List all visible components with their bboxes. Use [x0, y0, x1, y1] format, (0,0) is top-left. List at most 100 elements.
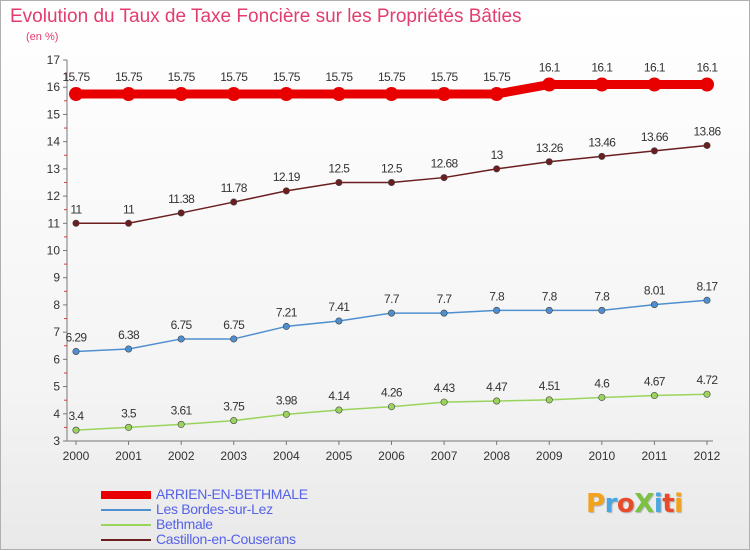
y-tick-label: 6 [53, 352, 60, 366]
data-label: 15.75 [378, 70, 406, 84]
data-label: 13.26 [536, 141, 564, 155]
logo-letter: P [586, 489, 605, 519]
data-label: 11 [70, 202, 82, 216]
data-point [125, 219, 133, 227]
y-axis-unit: (en %) [26, 31, 59, 43]
data-label: 3.5 [121, 406, 137, 420]
data-label: 6.75 [171, 318, 193, 332]
logo-letter: i [653, 489, 663, 519]
y-tick-label: 4 [53, 407, 60, 421]
x-tick-label: 2010 [588, 449, 615, 463]
data-label: 16.1 [697, 60, 719, 74]
data-point [177, 335, 185, 343]
data-point [545, 306, 553, 314]
legend-label: Les Bordes-sur-Lez [156, 501, 273, 517]
data-point [545, 396, 553, 404]
data-point [335, 178, 343, 186]
data-point [489, 87, 504, 102]
y-tick-label: 17 [47, 53, 61, 67]
legend-swatch [101, 491, 151, 499]
data-label: 4.6 [594, 376, 610, 390]
data-label: 13.66 [641, 130, 669, 144]
x-tick-label: 2011 [642, 449, 668, 463]
data-point [72, 219, 80, 227]
y-tick-label: 8 [53, 298, 60, 312]
data-point [279, 87, 294, 102]
data-point [650, 392, 658, 400]
data-label: 15.75 [431, 70, 459, 84]
data-point [440, 174, 448, 182]
data-label: 3.4 [69, 409, 85, 423]
data-label: 7.8 [542, 289, 558, 303]
data-label: 6.75 [223, 318, 245, 332]
data-label: 3.61 [171, 403, 193, 417]
data-point [387, 309, 395, 317]
data-label: 4.47 [486, 380, 508, 394]
x-tick-label: 2012 [694, 449, 721, 463]
data-label: 11.78 [221, 181, 248, 195]
data-point [598, 152, 606, 160]
data-label: 12.19 [273, 170, 301, 184]
data-point [282, 187, 290, 195]
data-point [125, 345, 133, 353]
x-tick-label: 2009 [536, 449, 563, 463]
data-point [387, 403, 395, 411]
data-point [282, 410, 290, 418]
data-point [700, 77, 714, 92]
data-point [542, 77, 557, 92]
data-point [440, 309, 448, 317]
data-label: 12.5 [328, 161, 350, 175]
y-tick-label: 9 [53, 271, 60, 285]
x-tick-label: 2000 [63, 449, 90, 463]
data-label: 8.17 [697, 279, 719, 293]
data-label: 3.75 [223, 400, 245, 414]
data-point [230, 417, 238, 425]
data-point [437, 87, 452, 102]
data-label: 8.01 [644, 284, 666, 298]
data-label: 12.5 [381, 161, 403, 175]
data-label: 7.21 [276, 305, 298, 319]
data-label: 7.7 [384, 292, 400, 306]
data-label: 4.72 [697, 373, 719, 387]
data-point [72, 347, 80, 355]
data-point [650, 147, 658, 155]
x-tick-label: 2002 [168, 449, 195, 463]
legend-swatch [101, 509, 151, 511]
legend-swatch [101, 524, 151, 526]
data-label: 3.98 [276, 393, 298, 407]
data-label: 13 [491, 148, 504, 162]
data-label: 4.67 [644, 375, 666, 389]
legend-label: ARRIEN-EN-BETHMALE [156, 486, 308, 502]
data-point [703, 390, 711, 398]
data-label: 15.75 [115, 70, 143, 84]
data-point [230, 198, 238, 206]
data-point [177, 420, 185, 428]
data-point [282, 322, 290, 330]
logo-letter: i [674, 489, 683, 519]
x-tick-label: 2007 [431, 449, 458, 463]
data-point [493, 165, 501, 173]
data-point [121, 87, 136, 102]
logo-letter: o [616, 489, 635, 519]
data-point [335, 406, 343, 414]
data-label: 7.7 [437, 292, 453, 306]
logo-letter: t [662, 489, 675, 519]
data-label: 15.75 [325, 70, 353, 84]
y-tick-label: 7 [53, 325, 60, 339]
data-point [598, 306, 606, 314]
data-point [594, 77, 609, 92]
data-label: 6.29 [66, 330, 88, 344]
y-tick-label: 11 [48, 216, 61, 230]
y-tick-label: 13 [47, 162, 61, 176]
data-point [125, 423, 133, 431]
data-point [226, 87, 241, 102]
data-point [177, 209, 185, 217]
data-point [174, 87, 189, 102]
y-tick-label: 5 [53, 380, 60, 394]
y-tick-label: 16 [47, 80, 61, 94]
data-label: 6.38 [118, 328, 140, 342]
data-point [647, 77, 662, 92]
data-point [331, 87, 346, 102]
data-label: 11 [123, 202, 135, 216]
chart-title: Evolution du Taux de Taxe Foncière sur l… [10, 6, 522, 27]
